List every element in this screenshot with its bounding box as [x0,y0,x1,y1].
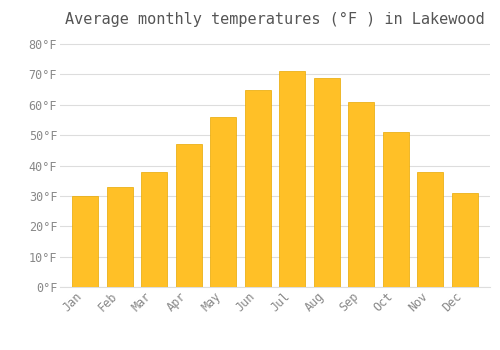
Bar [418,172,444,287]
Bar [452,193,478,287]
Bar [141,172,167,287]
Bar [176,144,202,287]
Bar [383,132,409,287]
Bar [245,90,270,287]
Bar [72,196,98,287]
Bar [280,71,305,287]
Bar [348,102,374,287]
Bar [314,77,340,287]
Bar [106,187,132,287]
Title: Average monthly temperatures (°F ) in Lakewood: Average monthly temperatures (°F ) in La… [65,12,485,27]
Bar [210,117,236,287]
